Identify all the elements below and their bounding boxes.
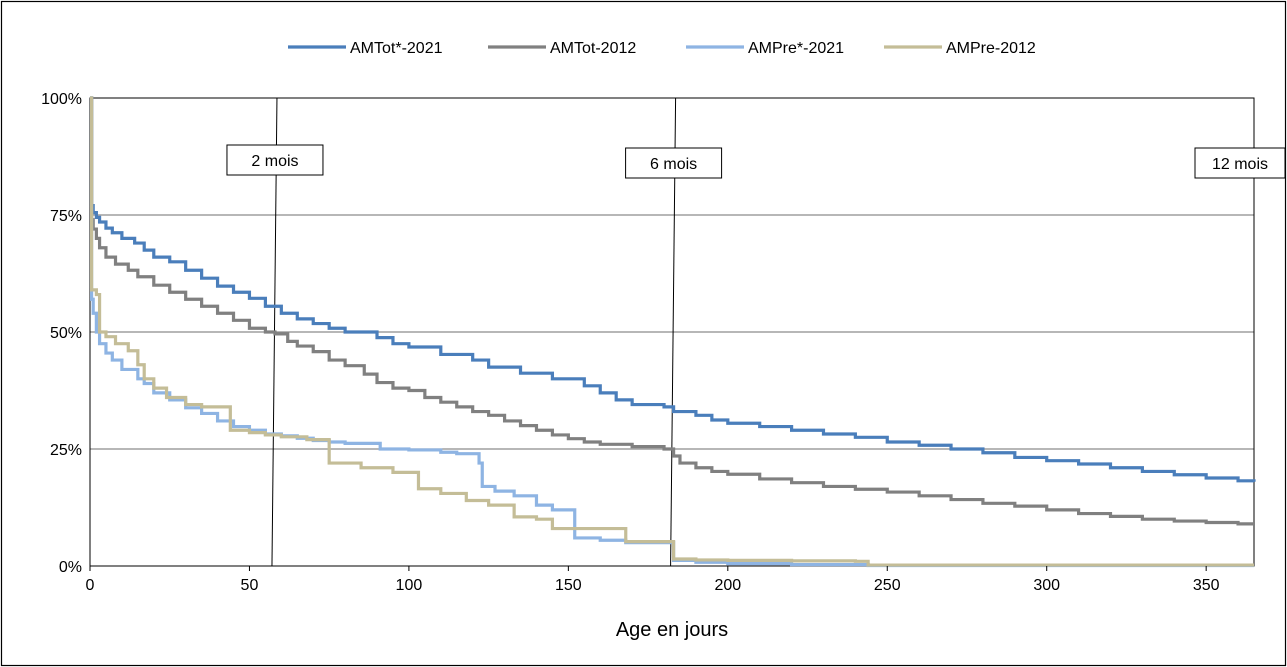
x-tick-label: 300 bbox=[1033, 577, 1060, 594]
y-tick-label: 25% bbox=[50, 442, 82, 459]
period-marker-box bbox=[1194, 147, 1286, 179]
legend-label: AMPre*-2021 bbox=[748, 40, 844, 57]
x-tick-label: 350 bbox=[1193, 577, 1220, 594]
period-marker-box bbox=[625, 147, 723, 179]
y-tick-label: 0% bbox=[59, 559, 82, 576]
x-axis-label: Age en jours bbox=[616, 619, 728, 641]
legend: AMTot*-2021 AMTot-2012 AMPre*-2021 AMPre-20… bbox=[288, 40, 1036, 57]
series-line bbox=[89, 96, 1254, 526]
x-tick-label: 150 bbox=[555, 577, 582, 594]
legend-label: AMPre-2012 bbox=[946, 40, 1036, 57]
series-line bbox=[89, 96, 1254, 567]
y-axis: 0% 25% 50% 75% 100% bbox=[41, 91, 82, 576]
period-marker-label: 12 mois bbox=[1212, 156, 1268, 173]
x-tick-label: 200 bbox=[714, 577, 741, 594]
period-marker-labels: 2 mois 6 mois 12 mois bbox=[226, 144, 1286, 179]
x-axis: 0 50 100 150 200 250 300 350 bbox=[86, 566, 1220, 594]
x-tick-label: 250 bbox=[874, 577, 901, 594]
legend-label: AMTot*-2021 bbox=[350, 40, 443, 57]
x-tick-label: 0 bbox=[86, 577, 95, 594]
y-tick-label: 75% bbox=[50, 208, 82, 225]
x-tick-label: 50 bbox=[241, 577, 259, 594]
x-tick-label: 100 bbox=[396, 577, 423, 594]
legend-label: AMTot-2012 bbox=[550, 40, 636, 57]
period-marker-label: 6 mois bbox=[650, 156, 697, 173]
y-tick-label: 50% bbox=[50, 325, 82, 342]
plot-area bbox=[89, 97, 1255, 567]
series-line bbox=[89, 96, 1256, 483]
series-lines bbox=[89, 96, 1256, 568]
period-marker-box bbox=[226, 144, 324, 176]
period-marker-label: 2 mois bbox=[251, 153, 298, 170]
y-tick-label: 100% bbox=[41, 91, 82, 108]
